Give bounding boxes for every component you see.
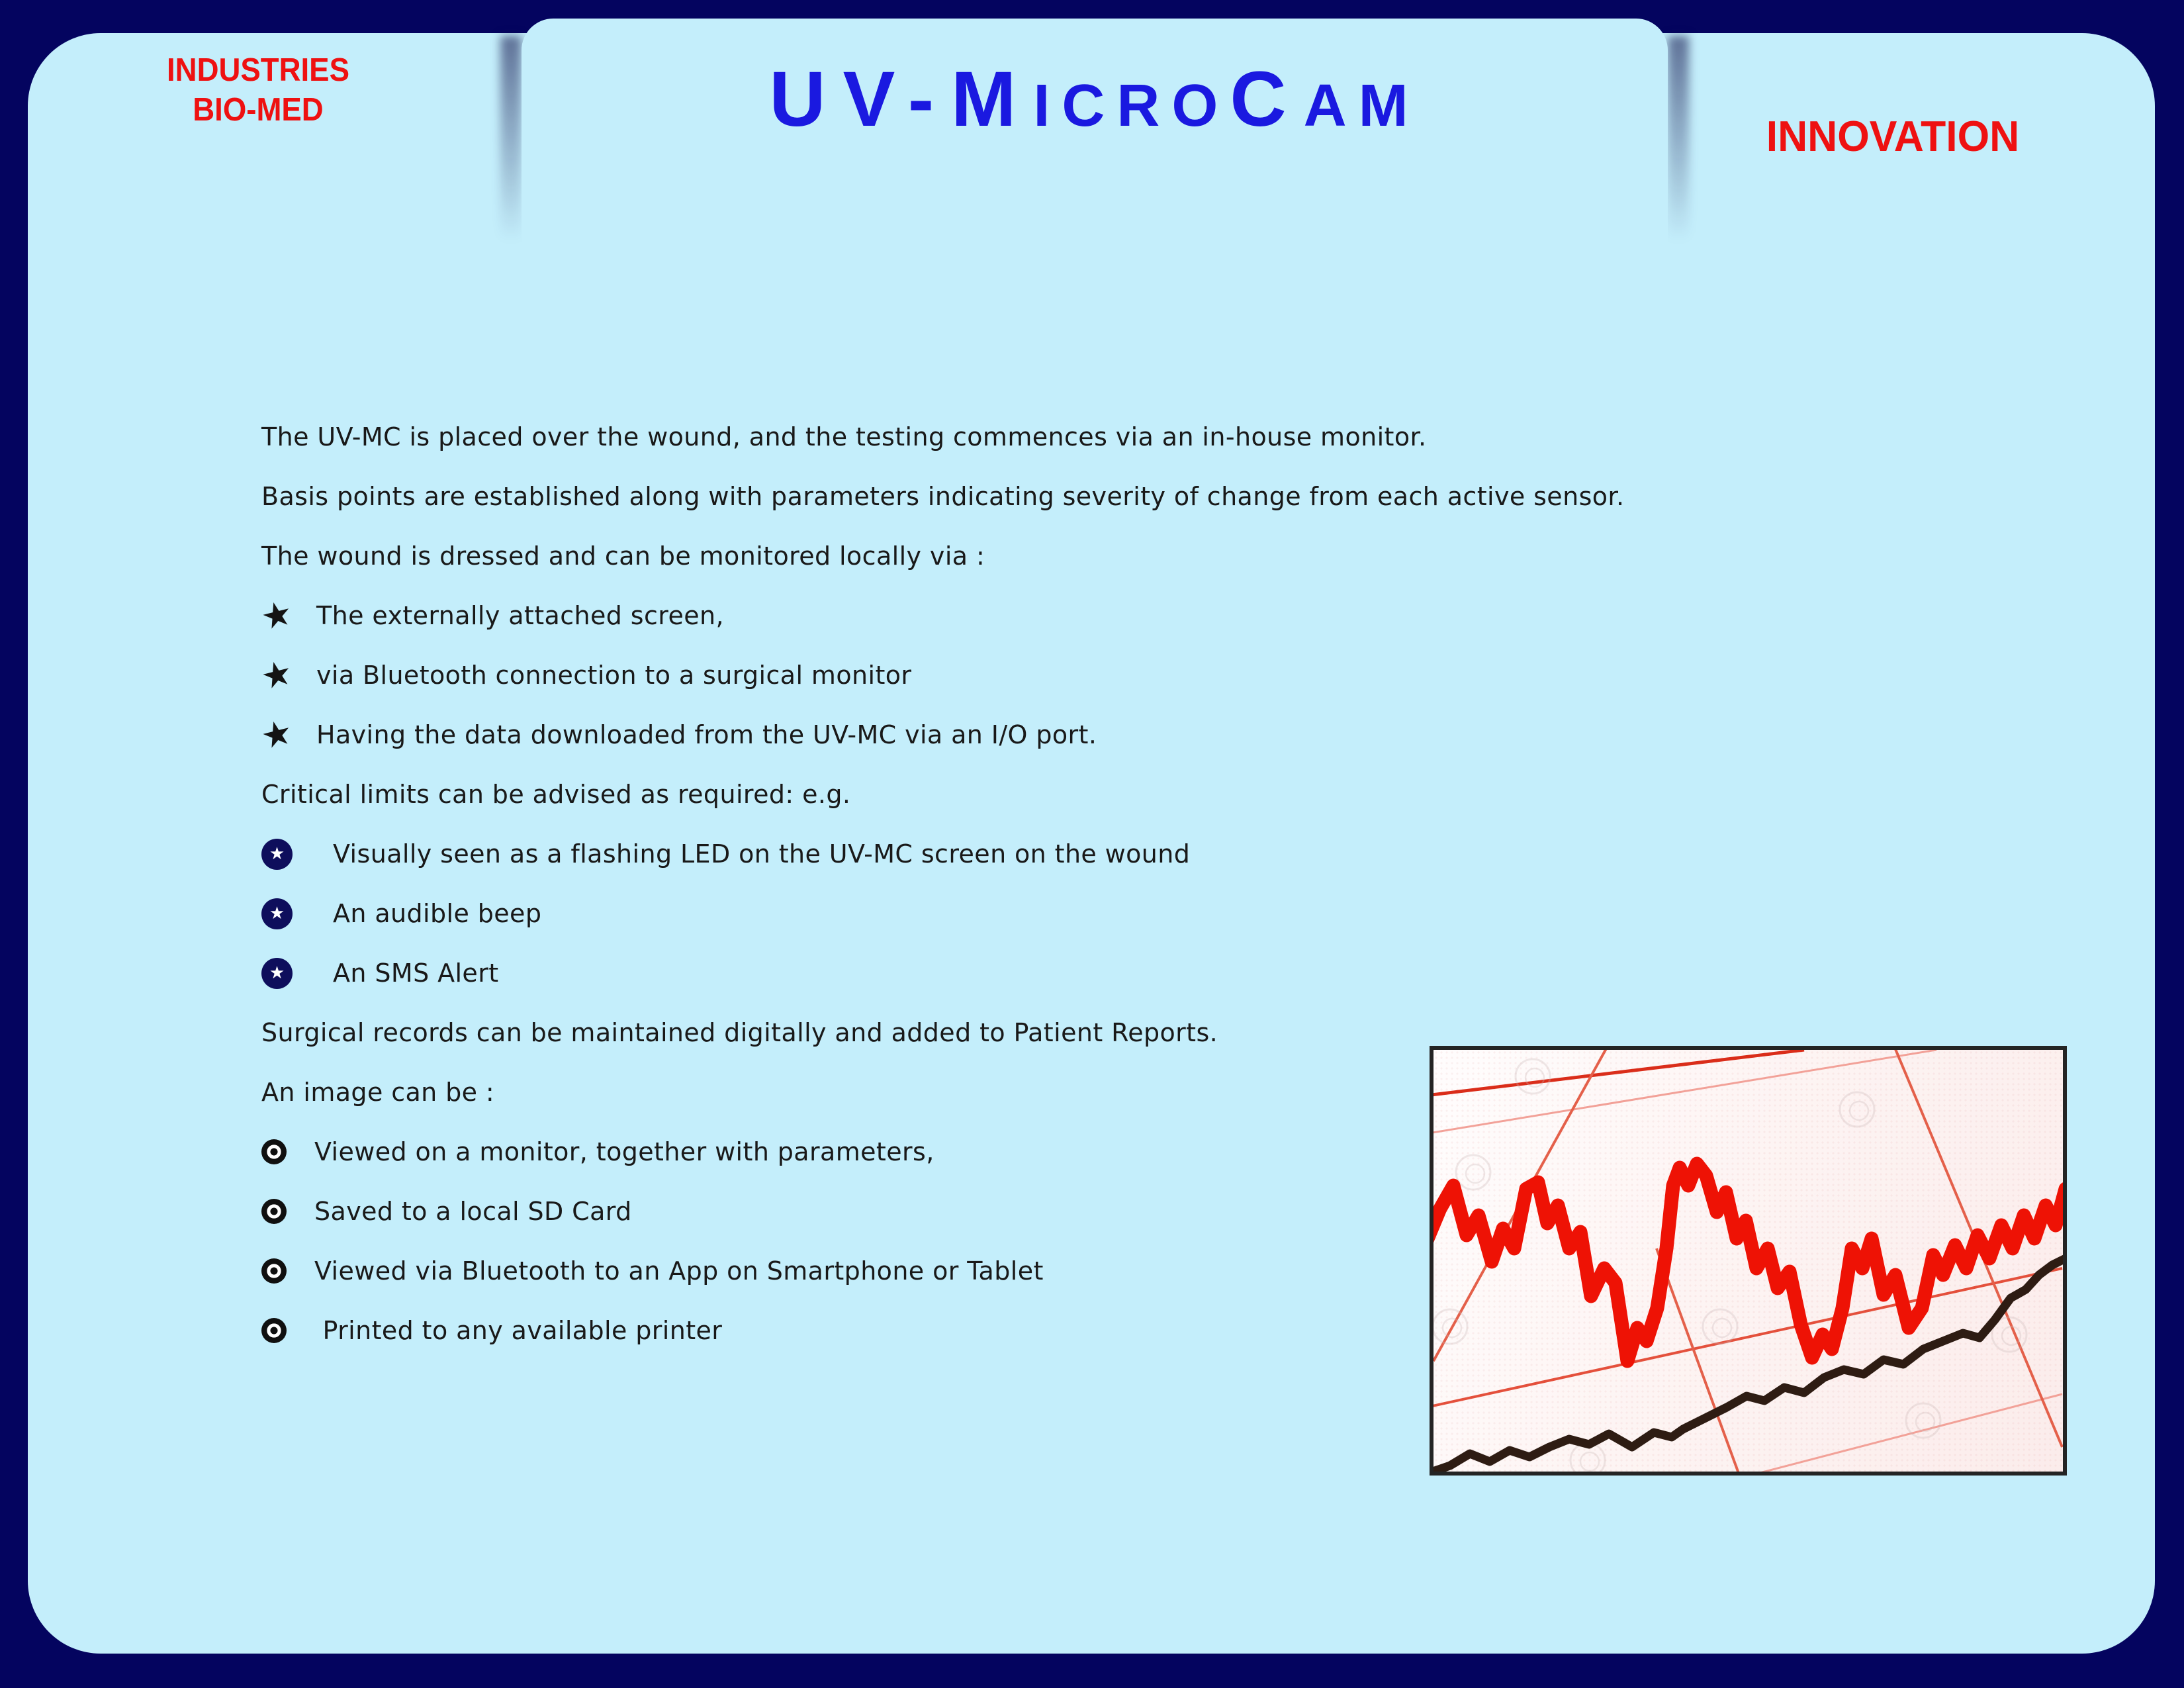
circled-star-bullet-icon: ★ xyxy=(261,898,293,929)
circled-star-bullet-icon: ★ xyxy=(261,957,293,989)
body-line: An image can be : xyxy=(261,1062,1624,1122)
star-bullet-icon: ★ xyxy=(257,712,297,758)
body-line-text: The UV-MC is placed over the wound, and … xyxy=(261,422,1427,451)
page-title: am xyxy=(1303,73,1420,139)
body-line: Saved to a local SD Card xyxy=(261,1182,1624,1241)
body-line-text: An audible beep xyxy=(333,899,542,928)
bullseye-bullet-icon xyxy=(261,1139,287,1164)
center-tab-left-shadow xyxy=(500,36,522,241)
body-line-text: Critical limits can be advised as requir… xyxy=(261,780,851,809)
body-line-text: The wound is dressed and can be monitore… xyxy=(261,541,985,571)
body-text: The UV-MC is placed over the wound, and … xyxy=(257,407,1624,1360)
body-line-text: Having the data downloaded from the UV-M… xyxy=(316,720,1097,749)
bullseye-bullet-icon xyxy=(261,1258,287,1284)
body-line-text: Viewed via Bluetooth to an App on Smartp… xyxy=(314,1256,1044,1286)
body-line-text: Visually seen as a flashing LED on the U… xyxy=(333,839,1191,868)
body-line: ★ Having the data downloaded from the UV-… xyxy=(257,705,1624,765)
tagline: INNOVATION xyxy=(1766,112,2020,160)
body-line: Basis points are established along with … xyxy=(261,467,1624,526)
brand-block: INDUSTRIES BIO-MED xyxy=(105,50,412,130)
brand-line-1: INDUSTRIES xyxy=(166,52,349,88)
body-line: The wound is dressed and can be monitore… xyxy=(261,526,1624,586)
star-bullet-icon: ★ xyxy=(257,652,297,698)
body-line-text: Surgical records can be maintained digit… xyxy=(261,1018,1218,1047)
center-tab-right-shadow xyxy=(1668,36,1689,241)
body-line: ★ via Bluetooth connection to a surgical … xyxy=(257,645,1624,705)
body-line-text: via Bluetooth connection to a surgical m… xyxy=(316,661,912,690)
body-line-text: Basis points are established along with … xyxy=(261,482,1625,511)
body-line-text: An SMS Alert xyxy=(333,959,499,988)
title-tab: UV-MicroCam xyxy=(522,19,1668,376)
body-line: ★ An audible beep xyxy=(261,884,1624,943)
star-bullet-icon: ★ xyxy=(257,592,297,639)
page-title: icro xyxy=(1033,73,1230,139)
page-title: UV-M xyxy=(769,56,1034,143)
chart-photo-svg xyxy=(1433,1050,2063,1472)
body-line: Viewed via Bluetooth to an App on Smartp… xyxy=(261,1241,1624,1301)
body-line: The UV-MC is placed over the wound, and … xyxy=(261,407,1624,467)
body-line-text: An image can be : xyxy=(261,1078,495,1107)
bullseye-bullet-icon xyxy=(261,1318,287,1343)
circled-star-bullet-icon: ★ xyxy=(261,838,293,870)
body-line: ★ The externally attached screen, xyxy=(257,586,1624,645)
body-line-text: Viewed on a monitor, together with param… xyxy=(314,1137,934,1166)
body-line: Surgical records can be maintained digit… xyxy=(261,1003,1624,1062)
brand-line-2: BIO-MED xyxy=(193,92,324,128)
body-line: Viewed on a monitor, together with param… xyxy=(261,1122,1624,1182)
body-line-text: The externally attached screen, xyxy=(316,601,724,630)
chart-photo xyxy=(1430,1046,2067,1476)
body-line-text: Printed to any available printer xyxy=(314,1316,723,1345)
body-line: Printed to any available printer xyxy=(261,1301,1624,1360)
body-line: ★ Visually seen as a flashing LED on the … xyxy=(261,824,1624,884)
body-line: Critical limits can be advised as requir… xyxy=(261,765,1624,824)
bullseye-bullet-icon xyxy=(261,1199,287,1224)
page-title: C xyxy=(1230,56,1304,143)
body-line: ★ An SMS Alert xyxy=(261,943,1624,1003)
body-line-text: Saved to a local SD Card xyxy=(314,1197,632,1226)
